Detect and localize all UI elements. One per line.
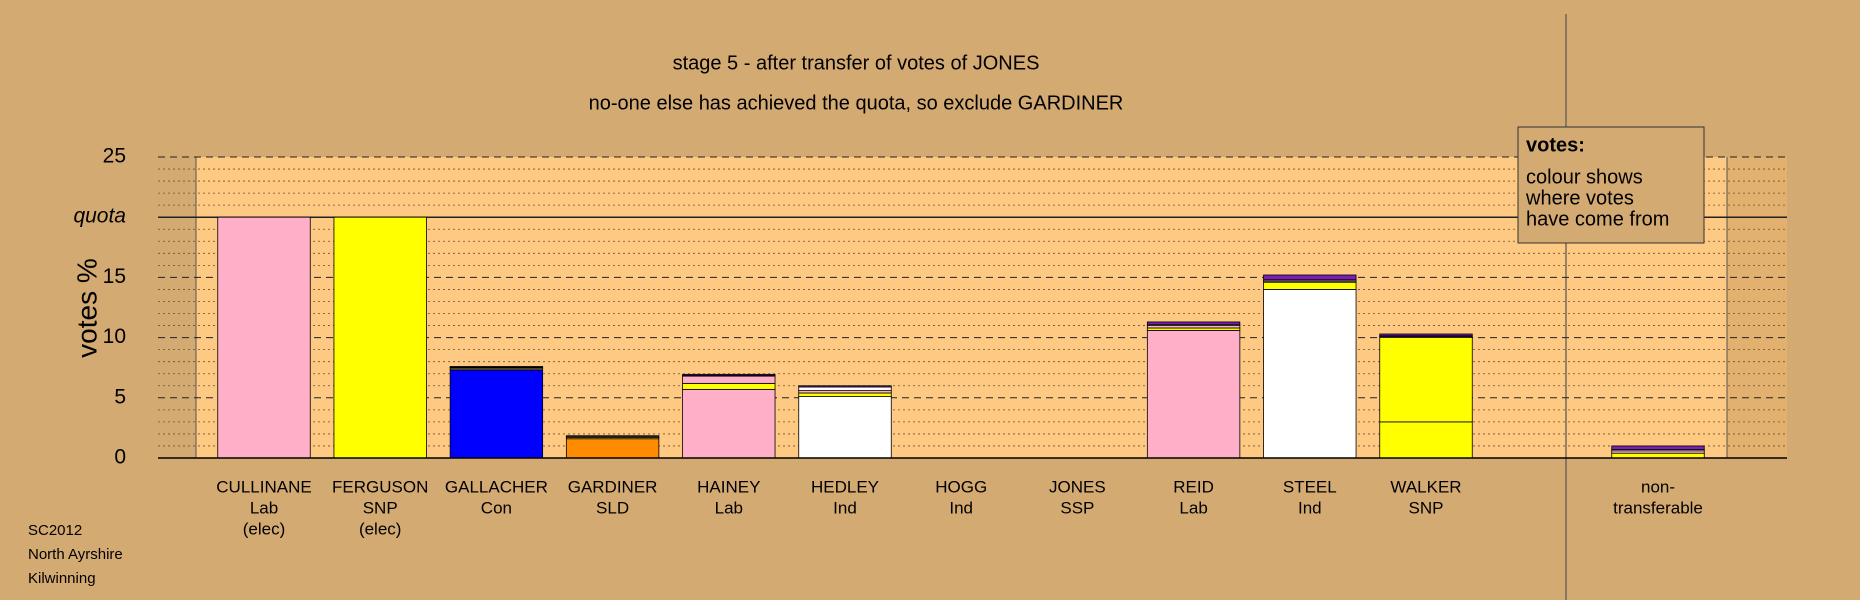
bar-segment [217,216,311,459]
footer-text: Kilwinning [28,570,96,587]
chart-title: stage 5 - after transfer of votes of JON… [673,52,1040,74]
bar-segment [798,385,892,388]
x-tick-label: WALKER [1390,477,1461,496]
x-tick-label: STEEL [1283,477,1337,496]
x-tick-label: SSP [1060,498,1094,517]
legend-line: where votes [1525,187,1634,209]
y-tick-label: 10 [103,325,126,348]
bar-segment [1263,274,1357,281]
y-tick-label: quota [73,205,126,228]
x-tick-label: transferable [1613,498,1703,517]
x-tick-label: GALLACHER [445,477,548,496]
bar-segment [682,382,776,390]
footer-text: SC2012 [28,522,82,539]
bar-segment [1611,445,1705,450]
y-tick-label: 25 [103,145,126,168]
x-tick-label: Ind [949,498,973,517]
legend-line: have come from [1526,208,1669,230]
bar-segment [1146,321,1241,325]
x-tick-label: Lab [250,498,278,517]
x-tick-label: Ind [833,498,857,517]
x-tick-label: GARDINER [568,477,658,496]
bar-segment [565,435,660,437]
x-tick-label: JONES [1049,477,1106,496]
y-tick-label: 5 [114,385,126,408]
legend-title: votes: [1526,134,1585,156]
x-tick-label: (elec) [359,519,402,538]
x-tick-label: SNP [1409,498,1444,517]
bar-segment [565,438,660,459]
x-tick-label: SNP [363,498,398,517]
bar-segment [449,369,544,459]
bar-segment [1379,337,1473,423]
bar-segment [1263,289,1357,459]
y-tick-label: 0 [114,446,126,469]
x-tick-label: HEDLEY [811,477,879,496]
chart-subtitle: no-one else has achieved the quota, so e… [589,92,1124,114]
x-tick-label: REID [1173,477,1214,496]
bar-segment [682,388,776,459]
bar-segment [1379,333,1473,337]
x-tick-label: SLD [596,498,629,517]
bar-segment [682,373,776,376]
y-tick-label: 15 [103,265,126,288]
bar-segment [449,366,544,368]
legend-line: colour shows [1526,166,1643,188]
x-tick-label: Ind [1298,498,1322,517]
bar-segment [798,392,892,397]
bar-segment [798,386,892,391]
bar-segment [333,216,427,459]
footer-text: North Ayrshire [28,546,123,563]
x-tick-label: HAINEY [697,477,760,496]
x-tick-label: Con [481,498,512,517]
x-tick-label: non- [1641,477,1675,496]
bar-segment [682,375,776,384]
x-tick-label: Lab [1179,498,1207,517]
bar-segment [1379,421,1473,459]
bars [217,216,1705,459]
legend-note: votes: colour shows where votes have com… [1517,126,1705,244]
bar-segment [1263,281,1357,290]
y-axis-label: votes % [71,258,102,358]
x-tick-label: FERGUSON [332,477,428,496]
bar-segment [798,396,892,459]
plot-margin [1727,157,1787,458]
x-tick-label: (elec) [243,519,286,538]
x-tick-label: CULLINANE [216,477,311,496]
legend-box [1517,126,1705,244]
bar-segment [1146,329,1241,459]
x-tick-label: HOGG [935,477,987,496]
x-tick-label: Lab [715,498,743,517]
